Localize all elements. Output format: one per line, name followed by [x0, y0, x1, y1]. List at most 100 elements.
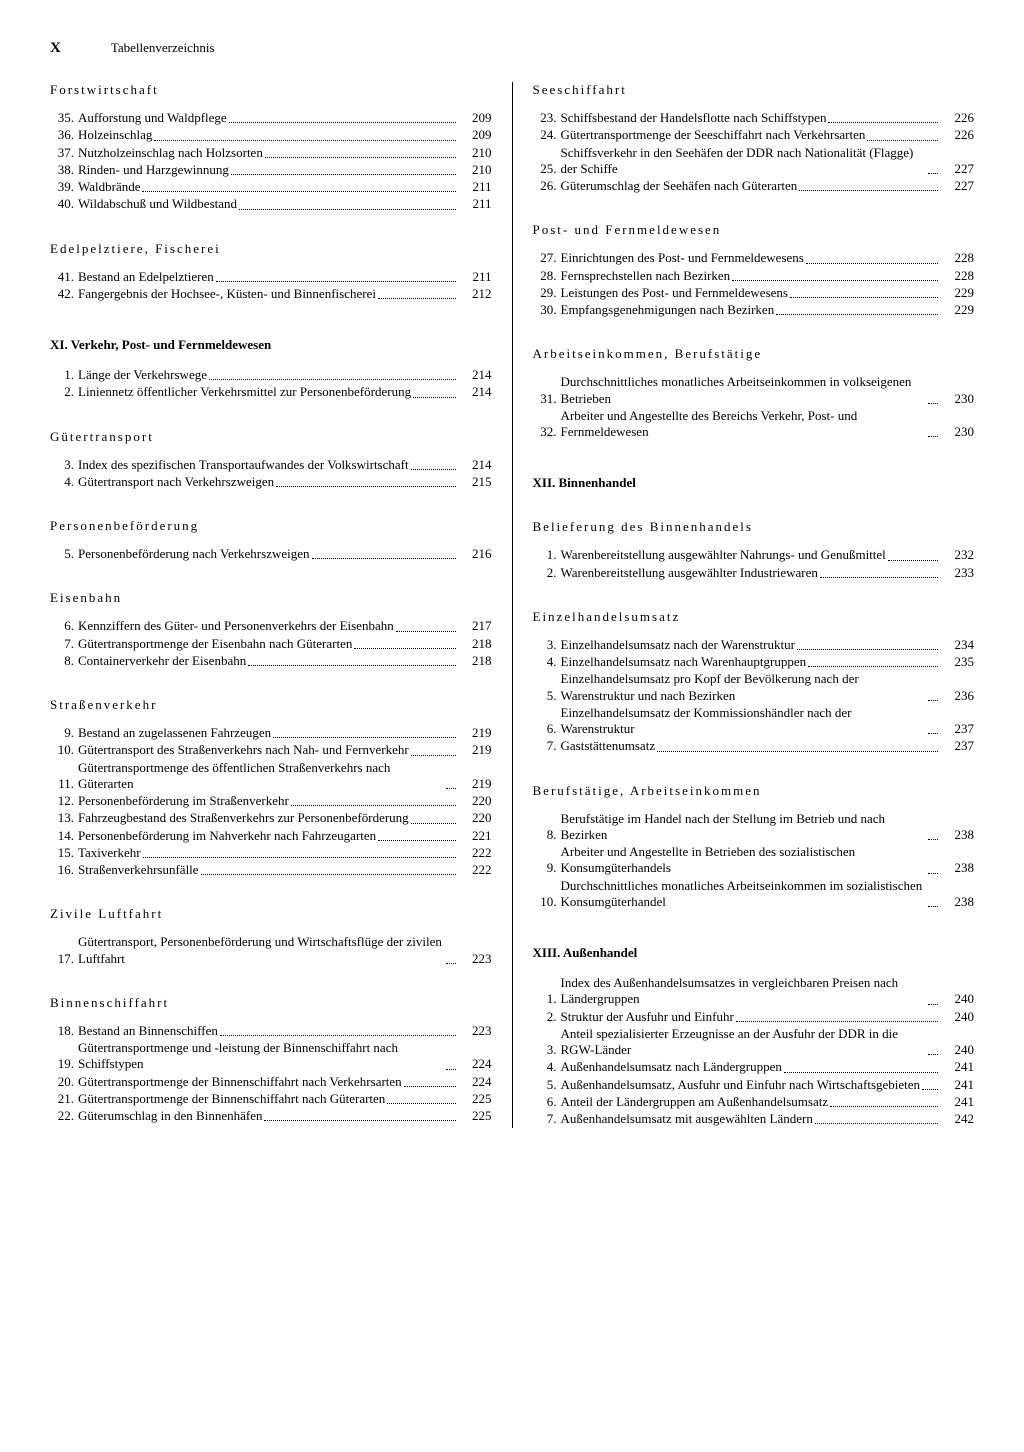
entry-text: Arbeiter und Angestellte des Bereichs Ve… — [561, 408, 927, 441]
entry-page: 223 — [460, 951, 492, 967]
toc-entry: 3.Anteil spezialisierter Erzeugnisse an … — [533, 1026, 975, 1059]
leader-dots — [828, 122, 938, 123]
entry-page: 219 — [460, 725, 492, 741]
entry-number: 16. — [50, 862, 74, 878]
entry-number: 2. — [533, 565, 557, 581]
chapter-title: XI. Verkehr, Post- und Fernmeldewesen — [50, 337, 492, 353]
leader-dots — [446, 1069, 456, 1070]
toc-entry: 26.Güterumschlag der Seehäfen nach Güter… — [533, 178, 975, 194]
entry-number: 25. — [533, 161, 557, 177]
entry-page: 229 — [942, 302, 974, 318]
toc-entry: 1.Warenbereitstellung ausgewählter Nahru… — [533, 547, 975, 563]
leader-dots — [411, 823, 456, 824]
leader-dots — [797, 649, 938, 650]
entry-number: 6. — [50, 618, 74, 634]
leader-dots — [404, 1086, 456, 1087]
entry-text: Güterumschlag der Seehäfen nach Güterart… — [561, 178, 798, 194]
entry-page: 227 — [942, 161, 974, 177]
entry-number: 5. — [533, 1077, 557, 1093]
chapter-title: XII. Binnenhandel — [533, 475, 975, 491]
toc-entry: 31.Durchschnittliches monatliches Arbeit… — [533, 374, 975, 407]
entry-page: 230 — [942, 391, 974, 407]
entry-number: 26. — [533, 178, 557, 194]
entry-text: Gütertransport nach Verkehrszweigen — [78, 474, 274, 490]
toc-entry: 22.Güterumschlag in den Binnenhäfen225 — [50, 1108, 492, 1124]
entry-number: 1. — [533, 547, 557, 563]
entry-page: 237 — [942, 721, 974, 737]
leader-dots — [411, 469, 456, 470]
toc-entry: 21.Gütertransportmenge der Binnenschiffa… — [50, 1091, 492, 1107]
chapter-title: XIII. Außenhandel — [533, 945, 975, 961]
entry-page: 225 — [460, 1091, 492, 1107]
entry-page: 218 — [460, 636, 492, 652]
entry-text-wrap: Schiffsbestand der Handelsflotte nach Sc… — [561, 110, 943, 126]
leader-dots — [928, 173, 938, 174]
entry-text-wrap: Aufforstung und Waldpflege — [78, 110, 460, 126]
toc-entry: 29.Leistungen des Post- und Fernmeldewes… — [533, 285, 975, 301]
entry-text-wrap: Holzeinschlag — [78, 127, 460, 143]
entry-page: 216 — [460, 546, 492, 562]
toc-entry: 40.Wildabschuß und Wildbestand211 — [50, 196, 492, 212]
toc-entry: 16.Straßenverkehrsunfälle 222 — [50, 862, 492, 878]
entry-page: 211 — [460, 269, 492, 285]
leader-dots — [201, 874, 456, 875]
entry-text-wrap: Straßenverkehrsunfälle — [78, 862, 460, 878]
entry-text: Straßenverkehrsunfälle — [78, 862, 199, 878]
entry-number: 27. — [533, 250, 557, 266]
entry-text: Leistungen des Post- und Fernmeldewesens — [561, 285, 788, 301]
leader-dots — [143, 857, 456, 858]
section-title: Post- und Fernmeldewesen — [533, 222, 975, 238]
entry-number: 38. — [50, 162, 74, 178]
entry-text: Außenhandelsumsatz nach Ländergruppen — [561, 1059, 782, 1075]
entry-page: 218 — [460, 653, 492, 669]
entry-text-wrap: Gütertransport nach Verkehrszweigen — [78, 474, 460, 490]
section-title: Edelpelztiere, Fischerei — [50, 241, 492, 257]
leader-dots — [312, 558, 456, 559]
toc-entry: 36.Holzeinschlag209 — [50, 127, 492, 143]
entry-text: Warenbereitstellung ausgewählter Nahrung… — [561, 547, 886, 563]
entry-number: 8. — [533, 827, 557, 843]
leader-dots — [411, 755, 456, 756]
entry-number: 3. — [50, 457, 74, 473]
section-title: Forstwirtschaft — [50, 82, 492, 98]
entry-page: 209 — [460, 127, 492, 143]
content-columns: Forstwirtschaft35.Aufforstung und Waldpf… — [50, 82, 974, 1128]
entry-number: 18. — [50, 1023, 74, 1039]
entry-number: 10. — [533, 894, 557, 910]
leader-dots — [790, 297, 938, 298]
entry-text: Taxiverkehr — [78, 845, 141, 861]
toc-entry: 2.Liniennetz öffentlicher Verkehrsmittel… — [50, 384, 492, 400]
entry-text: Einzelhandelsumsatz nach Warenhauptgrupp… — [561, 654, 807, 670]
leader-dots — [657, 751, 938, 752]
entry-text-wrap: Leistungen des Post- und Fernmeldewesens — [561, 285, 943, 301]
toc-entry: 14.Personenbeförderung im Nahverkehr nac… — [50, 828, 492, 844]
entry-number: 32. — [533, 424, 557, 440]
entry-number: 23. — [533, 110, 557, 126]
entry-page: 228 — [942, 250, 974, 266]
entry-text: Länge der Verkehrswege — [78, 367, 207, 383]
toc-entry: 13.Fahrzeugbestand des Straßenverkehrs z… — [50, 810, 492, 826]
entry-text-wrap: Durchschnittliches monatliches Arbeitsei… — [561, 878, 943, 911]
entry-page: 214 — [460, 367, 492, 383]
entry-text: Nutzholzeinschlag nach Holzsorten — [78, 145, 263, 161]
entry-text-wrap: Personenbeförderung im Straßenverkehr — [78, 793, 460, 809]
toc-entry: 42.Fangergebnis der Hochsee-, Küsten- un… — [50, 286, 492, 302]
entry-text: Berufstätige im Handel nach der Stellung… — [561, 811, 927, 844]
entry-text: Liniennetz öffentlicher Verkehrsmittel z… — [78, 384, 411, 400]
toc-entry: 19.Gütertransportmenge und -leistung der… — [50, 1040, 492, 1073]
entry-page: 222 — [460, 862, 492, 878]
toc-entry: 20.Gütertransportmenge der Binnenschiffa… — [50, 1074, 492, 1090]
leader-dots — [806, 263, 938, 264]
entry-number: 3. — [533, 637, 557, 653]
entry-number: 7. — [533, 738, 557, 754]
section-title: Gütertransport — [50, 429, 492, 445]
entry-text: Einrichtungen des Post- und Fernmeldewes… — [561, 250, 804, 266]
entry-text-wrap: Struktur der Ausfuhr und Einfuhr — [561, 1009, 943, 1025]
toc-entry: 5.Personenbeförderung nach Verkehrszweig… — [50, 546, 492, 562]
entry-text-wrap: Taxiverkehr — [78, 845, 460, 861]
entry-number: 13. — [50, 810, 74, 826]
entry-text: Empfangsgenehmigungen nach Bezirken — [561, 302, 775, 318]
entry-text-wrap: Nutzholzeinschlag nach Holzsorten — [78, 145, 460, 161]
right-column: Seeschiffahrt23.Schiffsbestand der Hande… — [513, 82, 975, 1128]
toc-entry: 5.Einzelhandelsumsatz pro Kopf der Bevöl… — [533, 671, 975, 704]
